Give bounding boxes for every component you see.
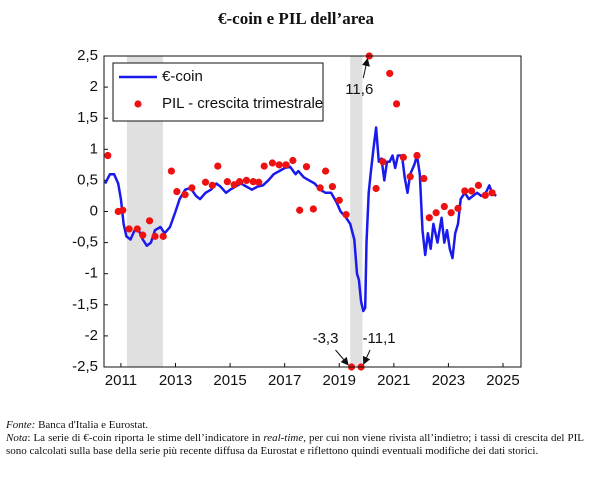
- scatter-point: [474, 181, 483, 189]
- scatter-point: [268, 159, 276, 167]
- x-tick-label: 2021: [377, 372, 410, 389]
- annotation-arrow: [335, 349, 349, 366]
- y-tick-label: -0,5: [72, 234, 98, 251]
- footer-notes: Fonte: Banca d'Italia e Eurostat. Nota: …: [6, 419, 584, 458]
- x-tick-label: 2025: [486, 372, 519, 389]
- y-tick-label: -1,5: [72, 296, 98, 313]
- scatter-point: [488, 189, 496, 197]
- value-label: -11,1: [363, 330, 396, 347]
- value-label: -3,3: [313, 330, 339, 347]
- shaded-period: [350, 56, 363, 367]
- note-label: Nota: [6, 432, 28, 444]
- scatter-point: [392, 100, 401, 108]
- value-label: 11,6: [345, 81, 373, 98]
- scatter-point: [447, 209, 455, 217]
- y-tick-label: 0: [90, 202, 98, 219]
- y-tick-label: 1,5: [77, 109, 98, 126]
- scatter-point: [335, 196, 343, 204]
- note-line: Nota: La serie di €-coin riporta le stim…: [6, 432, 584, 458]
- source-label: Fonte:: [6, 419, 36, 431]
- scatter-point: [282, 161, 290, 169]
- scatter-point: [481, 191, 489, 199]
- scatter-point: [104, 151, 112, 160]
- y-tick-label: -2,5: [72, 358, 98, 375]
- scatter-point: [302, 163, 311, 171]
- x-tick-label: 2013: [159, 372, 192, 389]
- scatter-point: [119, 206, 127, 214]
- x-tick-label: 2017: [268, 372, 301, 389]
- scatter-point: [260, 162, 268, 170]
- note-text: real-time: [263, 432, 304, 444]
- chart: €-coin e PIL dell’area 2,5 2 1,5 1 0,5 0 -0,5 -…: [72, 9, 522, 389]
- scatter-point: [230, 181, 238, 189]
- scatter-point: [275, 161, 283, 169]
- y-tick-label: 2,5: [77, 47, 98, 64]
- legend-label: €-coin: [162, 68, 203, 85]
- y-tick-label: 0,5: [77, 171, 98, 188]
- note-text: : La serie di €-coin riporta le stime de…: [27, 432, 264, 444]
- scatter-point: [425, 214, 433, 222]
- scatter-point: [255, 178, 263, 186]
- x-tick-label: 2011: [105, 372, 137, 389]
- scatter-point: [145, 217, 154, 225]
- scatter-point: [461, 187, 469, 195]
- scatter-point: [151, 232, 159, 240]
- annotation-arrow: [362, 349, 371, 365]
- source-line: Fonte: Banca d'Italia e Eurostat.: [6, 419, 584, 432]
- scatter-point: [309, 205, 317, 213]
- scatter-point: [406, 173, 414, 181]
- scatter-point: [296, 206, 304, 214]
- scatter-point: [289, 156, 297, 165]
- scatter-point: [249, 178, 257, 186]
- scatter-point: [316, 184, 324, 192]
- legend-box: [112, 62, 324, 122]
- scatter-point: [242, 176, 251, 184]
- scatter-point: [372, 184, 380, 193]
- scatter-point: [188, 184, 196, 192]
- scatter-point: [468, 187, 476, 195]
- legend-swatch: [134, 100, 142, 108]
- scatter-point: [454, 204, 462, 212]
- note-text: , per cui non viene rivista all’indietro…: [6, 432, 584, 457]
- scatter-point: [420, 174, 428, 183]
- scatter-point: [321, 167, 330, 175]
- scatter-point: [159, 232, 167, 240]
- annotation-arrow: [362, 58, 370, 79]
- scatter-point: [125, 225, 133, 233]
- y-tick-label: -2: [85, 327, 98, 344]
- y-tick-label: 2: [90, 78, 98, 95]
- scatter-point: [133, 225, 141, 233]
- scatter-point: [386, 69, 394, 78]
- y-tick-label: -1: [85, 265, 98, 282]
- scatter-point: [440, 202, 448, 211]
- scatter-point: [181, 191, 189, 199]
- scatter-point: [379, 158, 387, 166]
- y-tick-label: 1: [90, 140, 98, 157]
- plot-frame: [103, 55, 522, 368]
- legend-label: PIL - crescita trimestrale: [162, 95, 323, 112]
- scatter-point: [413, 151, 421, 160]
- scatter-point: [432, 209, 440, 217]
- source-text: Banca d'Italia e Eurostat.: [35, 419, 149, 431]
- x-tick-label: 2019: [323, 372, 356, 389]
- scatter-point: [214, 162, 222, 170]
- scatter-point: [328, 183, 337, 191]
- x-tick-label: 2015: [213, 372, 246, 389]
- x-tick-label: 2023: [432, 372, 465, 389]
- scatter-point: [167, 167, 176, 175]
- scatter-point: [342, 211, 350, 219]
- scatter-point: [173, 187, 181, 196]
- chart-title: €-coin e PIL dell’area: [218, 9, 374, 28]
- scatter-point: [236, 178, 244, 186]
- scatter-point: [399, 153, 407, 161]
- scatter-point: [208, 181, 216, 189]
- scatter-point: [201, 178, 210, 186]
- scatter-point: [223, 178, 231, 186]
- line-series: [103, 126, 497, 313]
- scatter-point: [139, 231, 147, 239]
